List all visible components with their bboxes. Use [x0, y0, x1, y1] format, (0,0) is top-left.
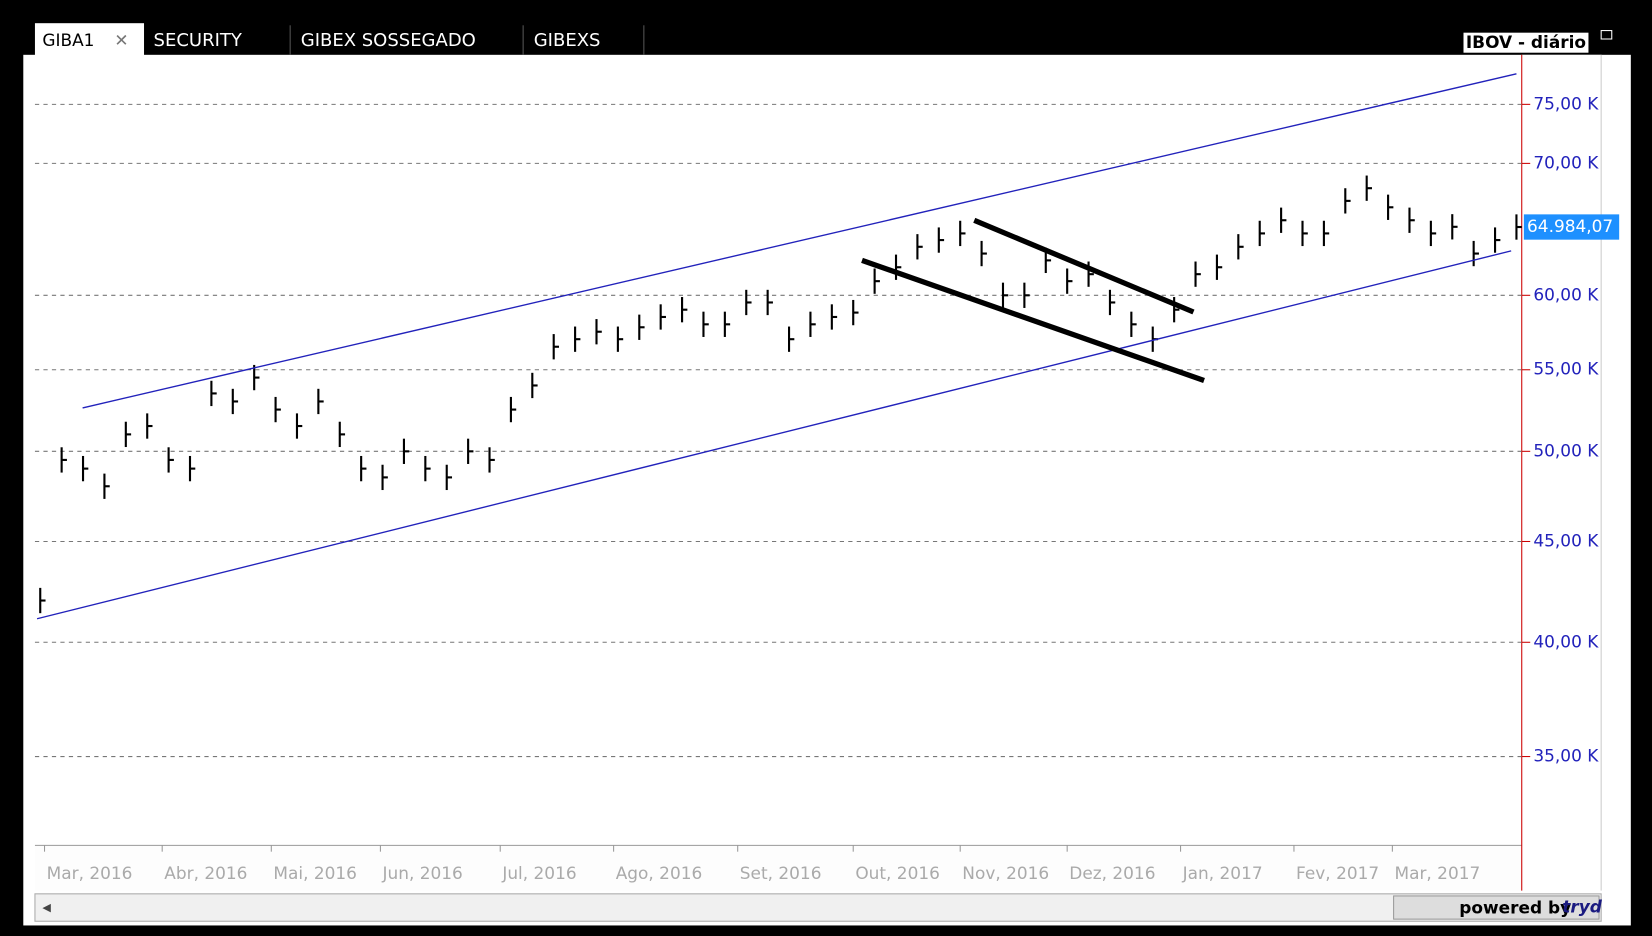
y-tick-label: 35,00 K [1533, 746, 1599, 766]
active-tab[interactable] [34, 23, 145, 57]
channel-lower [36, 250, 1512, 620]
x-tick-label: Jun, 2016 [382, 863, 463, 883]
flag-lower [861, 257, 1205, 383]
y-tick-label: 60,00 K [1533, 284, 1599, 304]
panel [23, 54, 1631, 926]
y-tick-label: 70,00 K [1533, 152, 1599, 172]
brand: tryd [1562, 897, 1603, 917]
x-tick-label: Out, 2016 [855, 863, 940, 883]
tab-label[interactable]: GIBA1 [42, 30, 94, 50]
y-tick-label: 45,00 K [1533, 531, 1599, 551]
y-tick-label: 75,00 K [1533, 93, 1599, 113]
scroll-thumb[interactable] [1393, 895, 1600, 920]
y-tick-label: 50,00 K [1533, 440, 1599, 460]
tab-close[interactable]: ✕ [114, 30, 128, 50]
channel-upper [82, 73, 1517, 409]
scrollbar[interactable] [34, 893, 1602, 922]
scroll-left[interactable]: ◂ [42, 897, 51, 917]
x-tick-label: Set, 2016 [740, 863, 822, 883]
x-tick-label: Fev, 2017 [1296, 863, 1379, 883]
x-tick-label: Jan, 2017 [1182, 863, 1263, 883]
x-tick-label: Abr, 2016 [164, 863, 247, 883]
x-tick-label: Jul, 2016 [501, 863, 576, 883]
restore-icon[interactable] [1600, 30, 1613, 40]
y-tick-label: 40,00 K [1533, 631, 1599, 651]
y-axis-area [1521, 54, 1602, 846]
flag-upper [973, 217, 1195, 315]
tab-label[interactable]: GIBEXS [534, 30, 601, 51]
x-tick-label: Ago, 2016 [616, 863, 703, 883]
tab-label[interactable]: SECURITY [154, 30, 242, 51]
plot [34, 103, 1522, 758]
tab-label[interactable]: GIBEX SOSSEGADO [301, 30, 476, 51]
x-tick-label: Dez, 2016 [1069, 863, 1155, 883]
symbol-label: IBOV - diário [1466, 32, 1586, 52]
y-tick-label: 55,00 K [1533, 359, 1599, 379]
x-tick-label: Nov, 2016 [962, 863, 1049, 883]
x-tick-label: Mai, 2016 [273, 863, 357, 883]
last-price-label: 64.984,07 [1527, 216, 1613, 236]
last-price-tag [1523, 214, 1620, 240]
x-tick-label: Mar, 2016 [47, 863, 133, 883]
x-tick-label: Mar, 2017 [1394, 863, 1480, 883]
powered-by: powered by [1459, 898, 1571, 918]
symbol-box [1463, 32, 1589, 53]
x-axis-area [34, 845, 1522, 891]
